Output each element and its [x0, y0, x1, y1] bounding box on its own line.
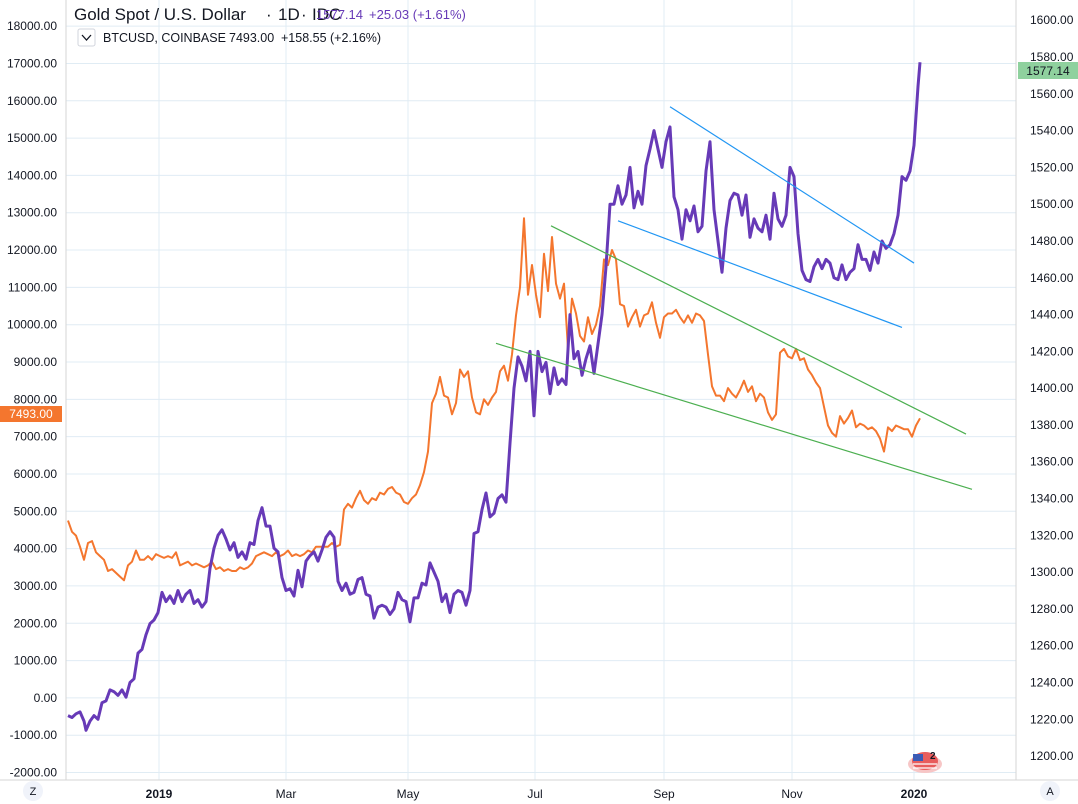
left-tick-label: 4000.00 — [14, 542, 58, 556]
left-tick-label: 14000.00 — [7, 168, 57, 182]
legend-secondary-title: BTCUSD, COINBASE — [103, 31, 226, 45]
green-trendline[interactable] — [495, 342, 973, 490]
left-tick-label: 13000.00 — [7, 206, 57, 220]
right-tick-label: 1200.00 — [1030, 749, 1074, 763]
left-price-label: 7493.00 — [9, 407, 53, 421]
right-price-label: 1577.14 — [1026, 64, 1070, 78]
x-tick-label: May — [397, 787, 420, 801]
legend: Gold Spot / U.S. Dollar · 1D · IDC 1577.… — [74, 5, 466, 47]
left-tick-label: 5000.00 — [14, 504, 58, 518]
right-tick-label: 1460.00 — [1030, 271, 1074, 285]
blue-trendline[interactable] — [617, 220, 903, 329]
left-tick-label: 17000.00 — [7, 56, 57, 70]
left-tick-label: 0.00 — [34, 691, 58, 705]
right-tick-label: 1260.00 — [1030, 639, 1074, 653]
legend-interval: 1D — [278, 5, 300, 24]
right-tick-label: 1340.00 — [1030, 492, 1074, 506]
legend-sep2: · — [301, 5, 307, 24]
right-price-badge: 1577.14 — [1018, 62, 1078, 79]
left-tick-label: 11000.00 — [8, 280, 57, 294]
right-tick-label: 1520.00 — [1030, 160, 1074, 174]
left-corner-label: Z — [30, 786, 37, 798]
left-tick-label: -1000.00 — [10, 728, 58, 742]
legend-sep: · — [266, 5, 272, 24]
auto-scale-button[interactable]: A — [1040, 781, 1060, 801]
left-tick-label: 18000.00 — [7, 19, 57, 33]
x-tick-label: Nov — [781, 787, 802, 801]
event-count: 2 — [930, 751, 936, 762]
plot-area[interactable] — [67, 62, 973, 732]
left-tick-label: 10000.00 — [7, 318, 57, 332]
x-tick-label: Sep — [653, 787, 675, 801]
left-tick-label: 1000.00 — [14, 654, 58, 668]
x-tick-label: Jul — [527, 787, 542, 801]
legend-exchange: IDC — [312, 5, 341, 24]
right-tick-label: 1220.00 — [1030, 712, 1074, 726]
gold-price-line[interactable] — [67, 62, 922, 732]
left-tick-label: 9000.00 — [14, 355, 58, 369]
right-tick-label: 1380.00 — [1030, 418, 1074, 432]
left-tick-label: 6000.00 — [14, 467, 58, 481]
left-tick-label: 12000.00 — [7, 243, 57, 257]
left-tick-label: 7000.00 — [14, 430, 58, 444]
right-tick-label: 1360.00 — [1030, 455, 1074, 469]
legend-secondary-change: +158.55 (+2.16%) — [281, 31, 381, 45]
right-tick-label: 1580.00 — [1030, 50, 1074, 64]
timezone-button[interactable]: Z — [23, 781, 43, 801]
blue-trendline[interactable] — [669, 106, 915, 264]
left-tick-label: 16000.00 — [7, 94, 57, 108]
x-tick-label: 2019 — [146, 787, 173, 801]
collapse-toggle[interactable] — [77, 28, 96, 47]
left-price-badge: 7493.00 — [0, 406, 62, 422]
right-tick-label: 1420.00 — [1030, 344, 1074, 358]
right-tick-label: 1240.00 — [1030, 676, 1074, 690]
right-tick-label: 1560.00 — [1030, 87, 1074, 101]
right-tick-label: 1280.00 — [1030, 602, 1074, 616]
green-trendline[interactable] — [550, 225, 967, 435]
right-tick-label: 1480.00 — [1030, 234, 1074, 248]
right-corner-label: A — [1046, 786, 1054, 798]
left-tick-label: -2000.00 — [10, 766, 58, 780]
x-tick-label: 2020 — [901, 787, 928, 801]
left-tick-label: 2000.00 — [14, 616, 58, 630]
x-tick-label: Mar — [276, 787, 297, 801]
right-tick-label: 1320.00 — [1030, 528, 1074, 542]
left-tick-label: 8000.00 — [14, 392, 58, 406]
legend-secondary-last: 7493.00 — [229, 31, 274, 45]
right-tick-label: 1300.00 — [1030, 565, 1074, 579]
chevron-down-icon — [81, 34, 92, 41]
left-tick-label: 3000.00 — [14, 579, 58, 593]
flag-event-icon[interactable]: 2 — [908, 751, 942, 773]
right-tick-label: 1540.00 — [1030, 124, 1074, 138]
legend-main-change: +25.03 (+1.61%) — [369, 7, 466, 22]
legend-main-last: 1577.14 — [316, 7, 363, 22]
left-tick-label: 15000.00 — [7, 131, 57, 145]
right-tick-label: 1440.00 — [1030, 308, 1074, 322]
right-tick-label: 1400.00 — [1030, 381, 1074, 395]
right-tick-label: 1500.00 — [1030, 197, 1074, 211]
right-tick-label: 1600.00 — [1030, 13, 1074, 27]
legend-main-title: Gold Spot / U.S. Dollar — [74, 5, 246, 24]
